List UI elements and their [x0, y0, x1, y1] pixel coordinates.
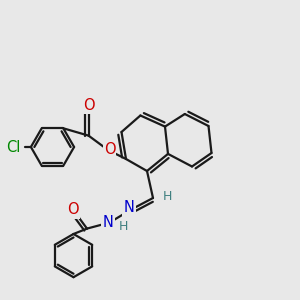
Text: O: O: [67, 202, 79, 217]
Text: N: N: [124, 200, 134, 215]
Text: N: N: [103, 215, 113, 230]
Text: H: H: [163, 190, 172, 203]
Text: Cl: Cl: [6, 140, 21, 154]
Text: O: O: [104, 142, 115, 158]
Text: O: O: [83, 98, 94, 113]
Text: H: H: [119, 220, 129, 233]
